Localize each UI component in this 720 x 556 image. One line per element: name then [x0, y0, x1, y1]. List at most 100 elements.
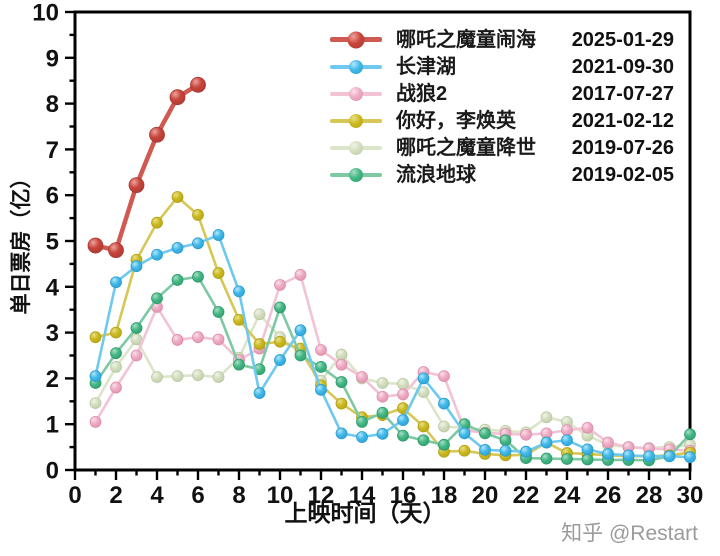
data-point-zhanlang2-day3 [130, 349, 143, 362]
legend-release-date: 2025-01-29 [571, 28, 674, 51]
data-point-liulangdiqiu-day17 [417, 434, 430, 447]
data-point-changjinhu-day2 [110, 276, 122, 289]
data-point-nezha1-day4 [151, 371, 163, 383]
data-point-changjinhu-day21 [499, 444, 512, 457]
legend-release-date: 2021-09-30 [571, 55, 674, 78]
data-point-lihuanying-day19 [458, 444, 471, 457]
data-point-nezha2-day5 [169, 89, 186, 106]
data-point-zhanlang2-day1 [89, 416, 102, 428]
data-point-changjinhu-day7 [212, 229, 225, 241]
data-point-nezha1-day23 [540, 411, 553, 424]
data-point-changjinhu-day9 [253, 387, 266, 399]
x-tick-label: 22 [513, 482, 540, 509]
legend-marker-icon [349, 140, 363, 155]
data-point-changjinhu-day10 [274, 354, 286, 366]
data-point-changjinhu-day3 [130, 260, 143, 273]
data-point-changjinhu-day13 [335, 427, 348, 440]
x-tick-label: 20 [472, 482, 499, 509]
data-point-zhanlang2-day6 [192, 331, 204, 344]
data-point-zhanlang2-day12 [315, 344, 327, 356]
x-tick-label: 12 [308, 482, 335, 509]
x-tick-label: 24 [554, 482, 581, 509]
data-point-lihuanying-day2 [110, 326, 122, 339]
data-point-changjinhu-day11 [294, 324, 307, 337]
series-liulangdiqiu [89, 270, 696, 467]
data-point-zhanlang2-day7 [212, 333, 225, 346]
data-point-zhanlang2-day26 [602, 436, 614, 449]
legend: 哪吒之魔童闹海 2025-01-29 长津湖 2021-09-30 战狼2 2017-07… [330, 26, 674, 188]
data-point-lihuanying-day10 [274, 335, 286, 348]
legend-release-date: 2021-02-12 [571, 109, 674, 132]
y-tick-label: 10 [32, 0, 59, 27]
data-point-liulangdiqiu-day14 [356, 416, 368, 428]
data-point-changjinhu-day26 [602, 448, 614, 460]
data-point-nezha2-day3 [128, 177, 145, 194]
data-point-liulangdiqiu-day8 [233, 358, 245, 371]
data-point-changjinhu-day16 [397, 414, 409, 426]
data-point-zhanlang2-day16 [397, 388, 409, 401]
x-tick-label: 10 [267, 482, 294, 509]
data-point-changjinhu-day23 [540, 436, 553, 449]
legend-line-swatch [330, 167, 382, 182]
data-point-nezha2-day4 [149, 126, 165, 143]
data-point-zhanlang2-day14 [356, 371, 368, 383]
data-point-zhanlang2-day5 [171, 334, 184, 346]
data-point-changjinhu-day8 [233, 285, 245, 298]
x-axis-title: 上映时间（天） [285, 500, 446, 526]
legend-item-zhanlang2: 战狼2 2017-07-27 [330, 80, 674, 107]
y-tick-label: 4 [46, 274, 60, 301]
data-point-changjinhu-day5 [171, 241, 184, 254]
legend-release-date: 2019-02-05 [571, 163, 674, 186]
data-point-nezha1-day7 [212, 371, 225, 383]
y-axis-title: 单日票房（亿） [9, 168, 33, 315]
legend-item-lihuanying: 你好，李焕英 2021-02-12 [330, 107, 674, 134]
data-point-changjinhu-day17 [417, 372, 430, 385]
legend-release-date: 2017-07-27 [571, 82, 674, 105]
data-point-changjinhu-day29 [663, 450, 676, 463]
data-point-lihuanying-day6 [192, 208, 204, 221]
data-point-changjinhu-day28 [643, 450, 655, 463]
data-point-changjinhu-day14 [356, 431, 368, 443]
data-point-lihuanying-day1 [89, 331, 102, 344]
data-point-zhanlang2-day22 [520, 428, 532, 441]
data-point-changjinhu-day24 [561, 434, 573, 447]
data-point-changjinhu-day12 [315, 383, 327, 396]
legend-line-swatch [330, 140, 382, 155]
data-point-nezha1-day16 [397, 377, 409, 390]
data-point-nezha1-day18 [438, 420, 450, 433]
data-point-liulangdiqiu-day30 [684, 428, 696, 441]
legend-item-nezha1: 哪吒之魔童降世 2019-07-26 [330, 134, 674, 161]
y-tick-label: 8 [46, 91, 59, 118]
legend-movie-name: 流浪地球 [396, 163, 476, 186]
legend-marker-icon [349, 86, 363, 101]
data-point-lihuanying-day5 [171, 191, 184, 203]
data-point-nezha1-day2 [110, 361, 122, 373]
data-point-liulangdiqiu-day13 [335, 376, 348, 388]
series-line-nezha2 [93, 82, 201, 253]
y-tick-label: 1 [46, 412, 59, 439]
x-tick-label: 8 [232, 482, 245, 509]
data-point-zhanlang2-day18 [438, 370, 450, 383]
data-point-liulangdiqiu-day10 [274, 301, 286, 314]
x-tick-label: 28 [636, 482, 663, 509]
legend-line-swatch [330, 86, 382, 101]
series-line-lihuanying [94, 195, 692, 458]
y-tick-label: 0 [46, 458, 59, 485]
data-point-zhanlang2-day13 [335, 358, 348, 371]
legend-marker-icon [349, 59, 363, 74]
watermark: 知乎 @Restart [561, 522, 698, 545]
data-point-liulangdiqiu-day15 [376, 406, 389, 419]
x-tick-label: 26 [595, 482, 622, 509]
data-point-lihuanying-day7 [212, 267, 225, 279]
data-point-liulangdiqiu-day16 [397, 429, 409, 442]
data-point-liulangdiqiu-day25 [581, 453, 594, 466]
x-tick-label: 4 [150, 482, 164, 509]
y-tick-label: 9 [46, 45, 59, 72]
data-point-zhanlang2-day2 [110, 381, 122, 394]
data-point-nezha1-day13 [335, 348, 348, 361]
data-point-liulangdiqiu-day6 [192, 270, 204, 283]
legend-item-changjinhu: 长津湖 2021-09-30 [330, 53, 674, 80]
